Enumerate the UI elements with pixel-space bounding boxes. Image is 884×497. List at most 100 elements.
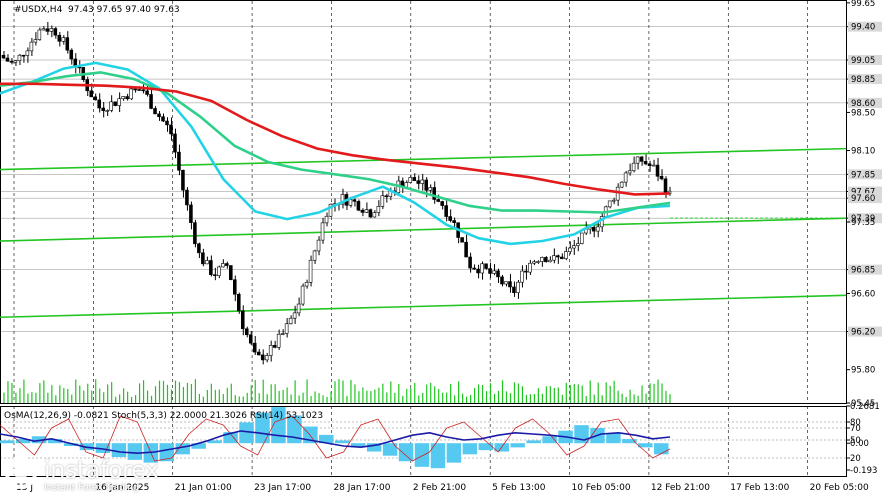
candle-body xyxy=(516,281,520,293)
candle-body xyxy=(193,222,197,245)
candle-body xyxy=(97,99,101,109)
candle-body xyxy=(89,90,94,98)
candle-body xyxy=(233,279,237,295)
candle-body xyxy=(412,177,417,181)
instaforex-logo-icon xyxy=(5,457,37,489)
price-candles xyxy=(1,22,672,365)
osma-bar xyxy=(478,443,494,451)
candle-body xyxy=(571,245,576,249)
price-tick-label: 97.39 xyxy=(851,214,875,224)
candle-body xyxy=(197,243,201,254)
candle-body xyxy=(460,237,464,243)
candle-body xyxy=(205,260,209,265)
osma-bar xyxy=(366,443,382,452)
price-frame xyxy=(0,0,847,404)
candle-body xyxy=(177,151,181,171)
osma-bar xyxy=(430,443,446,469)
candle-body xyxy=(304,281,309,287)
candle-body xyxy=(260,354,265,361)
indicator-tick-label: 50 xyxy=(850,436,861,446)
candle-body xyxy=(556,255,560,258)
candle-body xyxy=(161,116,165,122)
channel-line xyxy=(0,217,847,242)
candle-body xyxy=(173,133,177,153)
chart-grid xyxy=(0,0,847,477)
price-tick-label: 96.85 xyxy=(851,266,875,276)
ma-green-line xyxy=(0,71,671,214)
candle-body xyxy=(611,199,616,202)
osma-bar xyxy=(111,443,127,458)
osma-bar xyxy=(0,440,15,444)
candle-body xyxy=(276,333,281,348)
watermark-brand: instaforex xyxy=(44,456,159,484)
candle-body xyxy=(256,351,261,356)
volume-bars xyxy=(3,379,671,403)
candle-body xyxy=(528,262,532,273)
candle-body xyxy=(9,60,14,63)
candle-body xyxy=(552,255,556,261)
osma-bar xyxy=(159,443,174,462)
time-tick-label: 16 Jan 2025 xyxy=(95,483,149,493)
candle-body xyxy=(101,107,105,111)
candle-body xyxy=(376,206,381,213)
candle-body xyxy=(520,270,524,283)
candle-body xyxy=(360,209,365,213)
price-tick-label: 98.10 xyxy=(851,147,875,157)
price-tick-label: 97.35 xyxy=(851,218,875,228)
candle-body xyxy=(380,195,385,207)
candle-body xyxy=(65,37,70,51)
price-tag xyxy=(848,55,882,66)
price-tag xyxy=(848,213,882,224)
candle-body xyxy=(480,263,484,274)
candle-body xyxy=(296,303,301,314)
candle-body xyxy=(424,179,429,191)
candle-body xyxy=(169,124,173,135)
candle-body xyxy=(125,96,129,100)
candle-body xyxy=(579,232,584,244)
price-tick-label: 96.20 xyxy=(851,328,875,338)
indicator-tick-label: 20 xyxy=(850,454,861,464)
osma-bar xyxy=(15,439,31,444)
candle-body xyxy=(153,108,157,115)
osma-bar xyxy=(350,443,366,448)
candle-body xyxy=(21,54,26,57)
time-tick-label: 28 Jan 17:00 xyxy=(333,483,390,493)
price-tag xyxy=(848,97,882,108)
time-tick-label: 20 Feb 05:00 xyxy=(810,483,869,493)
candle-body xyxy=(352,199,357,202)
indicator-tick-label: 0.2681 xyxy=(850,402,880,412)
candle-body xyxy=(512,286,516,293)
candle-body xyxy=(13,60,18,63)
candle-body xyxy=(420,179,425,184)
candle-body xyxy=(364,209,369,213)
candle-body xyxy=(69,49,74,60)
candle-body xyxy=(49,28,54,32)
candle-body xyxy=(560,256,564,260)
price-tick-label: 98.85 xyxy=(851,75,875,85)
osma-bar xyxy=(271,407,286,444)
candle-body xyxy=(372,212,377,218)
candle-body xyxy=(300,285,305,305)
candle-body xyxy=(17,54,22,62)
candle-body xyxy=(244,328,249,336)
osma-bar xyxy=(446,443,462,463)
candle-body xyxy=(141,89,145,92)
candle-body xyxy=(109,101,113,111)
candle-body xyxy=(45,28,50,32)
osma-bar xyxy=(63,443,79,446)
candle-body xyxy=(627,170,632,174)
candle-body xyxy=(225,263,229,266)
candle-body xyxy=(61,37,66,42)
candle-body xyxy=(189,204,193,223)
candle-body xyxy=(416,180,421,184)
price-tick-label: 96.60 xyxy=(851,289,875,299)
candle-body xyxy=(619,181,624,188)
candle-body xyxy=(284,323,289,334)
candle-body xyxy=(659,175,664,180)
candle-body xyxy=(288,317,293,325)
osma-bar xyxy=(335,440,350,444)
candle-body xyxy=(41,28,46,31)
candle-body xyxy=(137,89,141,91)
candle-body xyxy=(185,189,189,206)
